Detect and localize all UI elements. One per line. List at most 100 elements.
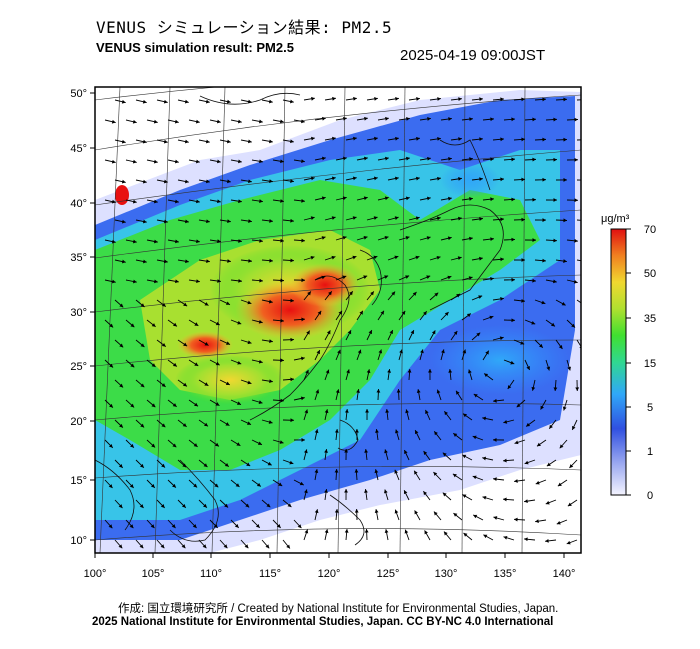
wind-arrowhead xyxy=(140,383,145,388)
wind-arrowhead xyxy=(407,369,412,373)
wind-arrowhead xyxy=(394,255,399,260)
wind-arrowhead xyxy=(276,524,281,528)
wind-arrowhead xyxy=(205,139,210,144)
wind-arrowhead xyxy=(551,322,555,327)
wind-arrowhead xyxy=(563,97,567,102)
wind-arrowhead xyxy=(521,97,525,102)
wind-arrowhead xyxy=(558,344,563,349)
wind-arrowhead xyxy=(500,217,504,222)
wind-arrowhead xyxy=(121,179,126,184)
wind-arrowhead xyxy=(121,99,126,104)
wind-arrowhead xyxy=(479,97,483,102)
wind-arrowhead xyxy=(269,179,273,184)
wind-arrowhead xyxy=(423,311,427,316)
wind-arrowhead xyxy=(489,315,494,320)
wind-arrowhead xyxy=(520,341,525,345)
wind-arrowhead xyxy=(405,275,410,279)
wind-arrowhead xyxy=(353,96,357,101)
wind-arrowhead xyxy=(185,219,189,224)
lat-tick-label: 15° xyxy=(70,475,87,487)
wind-arrowhead xyxy=(151,363,156,367)
wind-arrowhead xyxy=(334,429,339,433)
wind-arrowhead xyxy=(321,156,326,161)
wind-arrowhead xyxy=(545,500,550,505)
wind-arrowhead xyxy=(448,157,452,161)
wind-arrowhead xyxy=(174,119,179,124)
wind-arrowhead xyxy=(244,544,249,549)
wind-arrowhead xyxy=(436,255,441,260)
wind-arrowhead xyxy=(335,389,340,394)
wind-arrowhead xyxy=(490,157,494,162)
wind-arrowhead xyxy=(542,218,546,222)
wind-arrowhead xyxy=(569,464,574,468)
wind-arrowhead xyxy=(234,523,239,528)
wind-arrowhead xyxy=(322,116,326,121)
wind-arrowhead xyxy=(217,279,221,283)
lat-tick-label: 25° xyxy=(70,361,87,373)
wind-arrowhead xyxy=(130,363,135,368)
wind-arrowhead xyxy=(493,477,497,482)
wind-arrowhead xyxy=(280,278,284,283)
wind-arrowhead xyxy=(378,349,383,354)
wind-arrowhead xyxy=(521,217,525,222)
wind-arrowhead xyxy=(269,219,273,223)
wind-arrowhead xyxy=(142,179,147,184)
wind-arrowhead xyxy=(184,139,189,144)
wind-arrowhead xyxy=(349,291,353,296)
wind-arrowhead xyxy=(466,313,471,318)
wind-arrowhead xyxy=(215,321,220,326)
wind-arrowhead xyxy=(364,116,368,121)
wind-arrowhead xyxy=(363,196,368,201)
wind-arrowhead xyxy=(437,176,441,181)
wind-arrowhead xyxy=(447,275,452,280)
wind-arrowhead xyxy=(374,136,378,141)
wind-arrowhead xyxy=(172,483,176,488)
wind-arrowhead xyxy=(347,330,352,335)
wind-arrowhead xyxy=(553,238,557,243)
wind-arrowhead xyxy=(132,119,137,124)
lat-tick-label: 30° xyxy=(70,307,87,319)
wind-arrowhead xyxy=(546,366,551,371)
wind-arrowhead xyxy=(247,300,252,305)
wind-arrowhead xyxy=(503,420,508,424)
wind-arrowhead xyxy=(574,198,578,203)
wind-arrowhead xyxy=(142,219,147,224)
wind-arrowhead xyxy=(346,369,350,374)
colorbar-tick-label: 0 xyxy=(647,490,653,502)
lon-tick-label: 100° xyxy=(84,568,107,580)
wind-arrowhead xyxy=(542,97,546,102)
wind-arrowhead xyxy=(204,422,209,427)
wind-arrowhead xyxy=(384,489,388,494)
wind-arrowhead xyxy=(278,482,283,486)
wind-arrowhead xyxy=(203,503,207,508)
wind-arrowhead xyxy=(342,156,347,161)
wind-arrowhead xyxy=(266,503,271,508)
wind-arrowhead xyxy=(416,97,420,101)
wind-arrowhead xyxy=(416,389,421,393)
wind-arrowhead xyxy=(139,504,144,508)
wind-arrowhead xyxy=(426,275,431,279)
wind-arrowhead xyxy=(311,136,315,141)
lat-tick-label: 50° xyxy=(70,88,87,100)
wind-arrowhead xyxy=(584,98,588,102)
wind-arrowhead xyxy=(462,349,467,354)
wind-arrowhead xyxy=(151,323,156,327)
wind-arrowhead xyxy=(395,429,399,434)
wind-arrowhead xyxy=(405,196,410,201)
wind-arrowhead xyxy=(542,137,546,142)
wind-arrowhead xyxy=(175,279,179,284)
wind-arrowhead xyxy=(204,302,209,306)
wind-arrowhead xyxy=(443,531,448,536)
wind-arrowhead xyxy=(399,349,403,354)
wind-arrowhead xyxy=(258,400,263,404)
wind-arrowhead xyxy=(456,390,460,395)
wind-arrowhead xyxy=(503,458,507,463)
wind-arrowhead xyxy=(342,236,347,240)
wind-arrowhead xyxy=(196,199,200,204)
wind-arrowhead xyxy=(151,403,156,408)
wind-arrowhead xyxy=(363,275,368,279)
colorbar-tick-label: 35 xyxy=(644,313,656,325)
wind-arrowhead xyxy=(150,483,155,488)
wind-arrowhead xyxy=(473,394,478,398)
wind-arrowhead xyxy=(301,438,305,442)
